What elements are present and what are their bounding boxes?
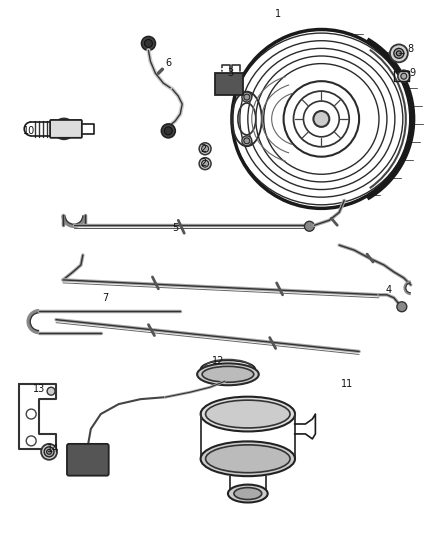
Circle shape <box>244 138 250 144</box>
FancyBboxPatch shape <box>67 444 109 475</box>
Circle shape <box>161 124 175 138</box>
Text: 8: 8 <box>408 44 414 54</box>
Circle shape <box>199 143 211 155</box>
Circle shape <box>398 70 410 82</box>
Circle shape <box>199 158 211 169</box>
Ellipse shape <box>201 441 295 476</box>
Circle shape <box>401 73 407 79</box>
Circle shape <box>390 44 408 62</box>
Circle shape <box>314 111 329 127</box>
FancyBboxPatch shape <box>215 73 243 95</box>
Circle shape <box>41 444 57 460</box>
Text: 14: 14 <box>47 444 59 454</box>
Circle shape <box>141 36 155 51</box>
Circle shape <box>47 387 55 395</box>
Circle shape <box>44 447 54 457</box>
Circle shape <box>201 160 208 167</box>
Circle shape <box>201 146 208 152</box>
Ellipse shape <box>201 397 295 431</box>
Text: 5: 5 <box>172 223 178 233</box>
Circle shape <box>242 92 252 102</box>
Text: 3: 3 <box>227 68 233 78</box>
Ellipse shape <box>205 400 290 428</box>
FancyBboxPatch shape <box>50 120 82 138</box>
Circle shape <box>46 449 52 454</box>
Ellipse shape <box>234 488 262 499</box>
Ellipse shape <box>205 445 290 473</box>
Circle shape <box>397 302 407 312</box>
Circle shape <box>304 221 314 231</box>
Circle shape <box>244 94 250 100</box>
Ellipse shape <box>197 364 259 385</box>
Circle shape <box>164 127 172 135</box>
Text: 2: 2 <box>200 158 206 168</box>
Circle shape <box>394 49 404 58</box>
Text: 7: 7 <box>102 293 109 303</box>
Text: 12: 12 <box>212 357 224 366</box>
Ellipse shape <box>202 366 254 382</box>
Text: 9: 9 <box>410 68 416 78</box>
Text: 2: 2 <box>200 144 206 154</box>
Ellipse shape <box>228 484 268 503</box>
Text: 6: 6 <box>165 58 171 68</box>
Text: 10: 10 <box>23 126 35 136</box>
Circle shape <box>242 136 252 146</box>
Circle shape <box>145 39 152 47</box>
Text: 13: 13 <box>33 384 45 394</box>
Circle shape <box>396 51 401 56</box>
Text: 11: 11 <box>341 379 353 389</box>
Text: 1: 1 <box>275 9 281 19</box>
Text: 4: 4 <box>386 285 392 295</box>
